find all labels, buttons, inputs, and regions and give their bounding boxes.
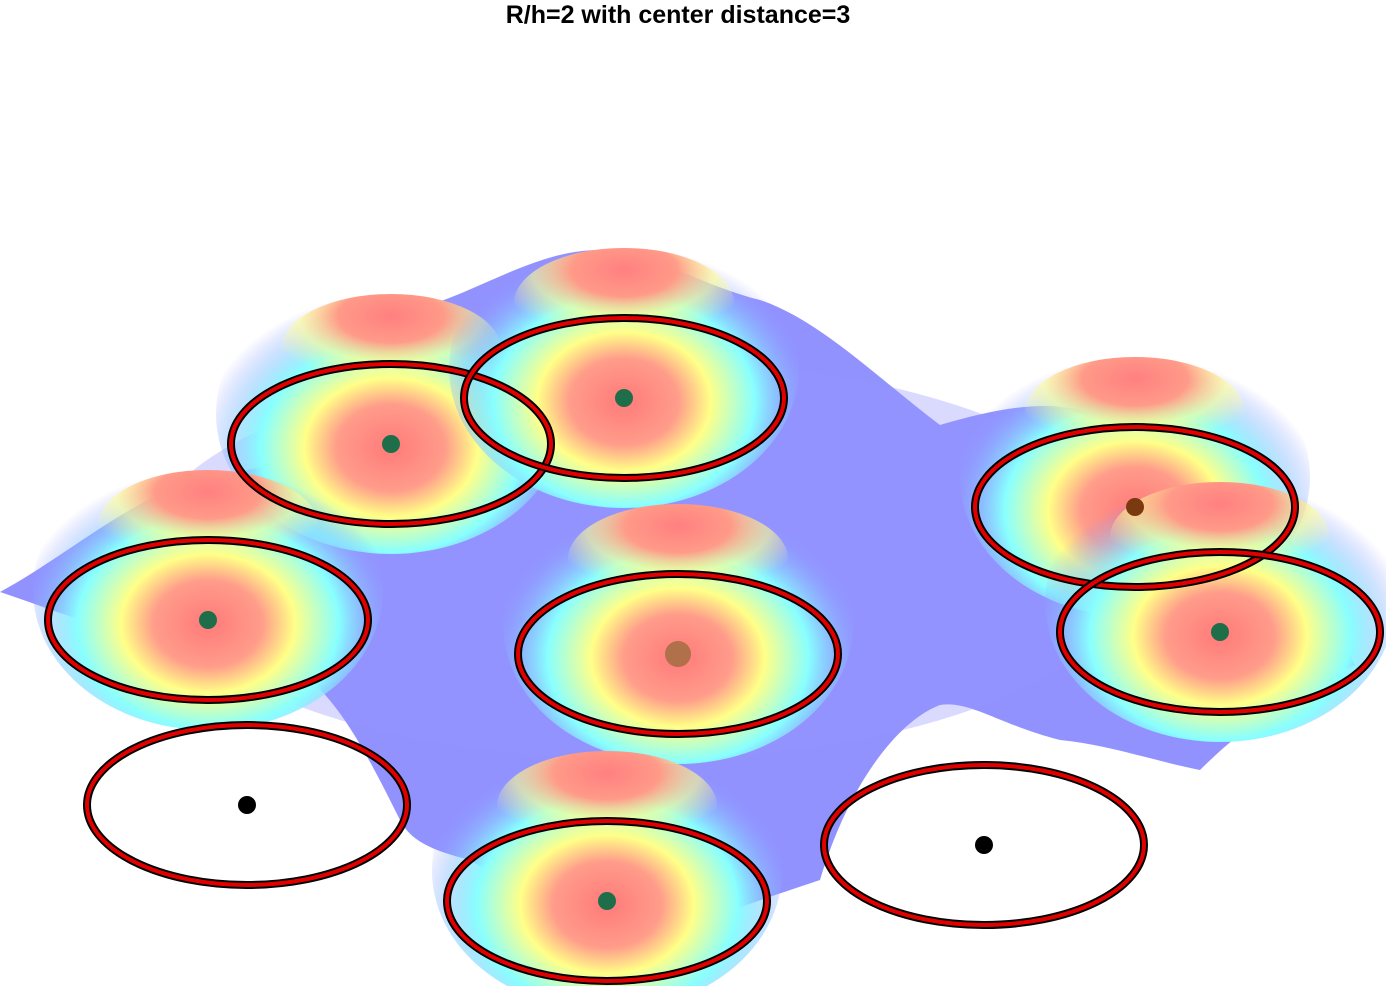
- center-marker: [665, 641, 691, 667]
- radius-ring: [973, 425, 1297, 589]
- radius-ring: [1058, 550, 1382, 714]
- surface-bump-top: [98, 470, 318, 580]
- radius-ring: [822, 763, 1146, 927]
- surface-bump-top: [568, 504, 788, 614]
- surface-bump-top: [514, 248, 734, 358]
- surface-bump-top: [1025, 357, 1245, 467]
- center-marker: [1211, 623, 1229, 641]
- center-marker: [615, 389, 633, 407]
- radius-ring: [445, 819, 769, 983]
- radius-ring: [229, 362, 553, 526]
- radius-ring: [462, 316, 786, 480]
- surface-bump-top: [281, 294, 501, 404]
- center-marker: [975, 836, 993, 854]
- radius-ring: [516, 572, 840, 736]
- radius-ring: [85, 723, 409, 887]
- center-marker: [199, 611, 217, 629]
- center-marker: [1126, 498, 1144, 516]
- surface-bump-top: [1110, 482, 1330, 592]
- center-marker: [598, 892, 616, 910]
- center-marker: [382, 435, 400, 453]
- center-marker: [238, 796, 256, 814]
- radius-ring: [46, 538, 370, 702]
- chart-title: R/h=2 with center distance=3: [505, 1, 851, 29]
- surface-bump-top: [497, 751, 717, 861]
